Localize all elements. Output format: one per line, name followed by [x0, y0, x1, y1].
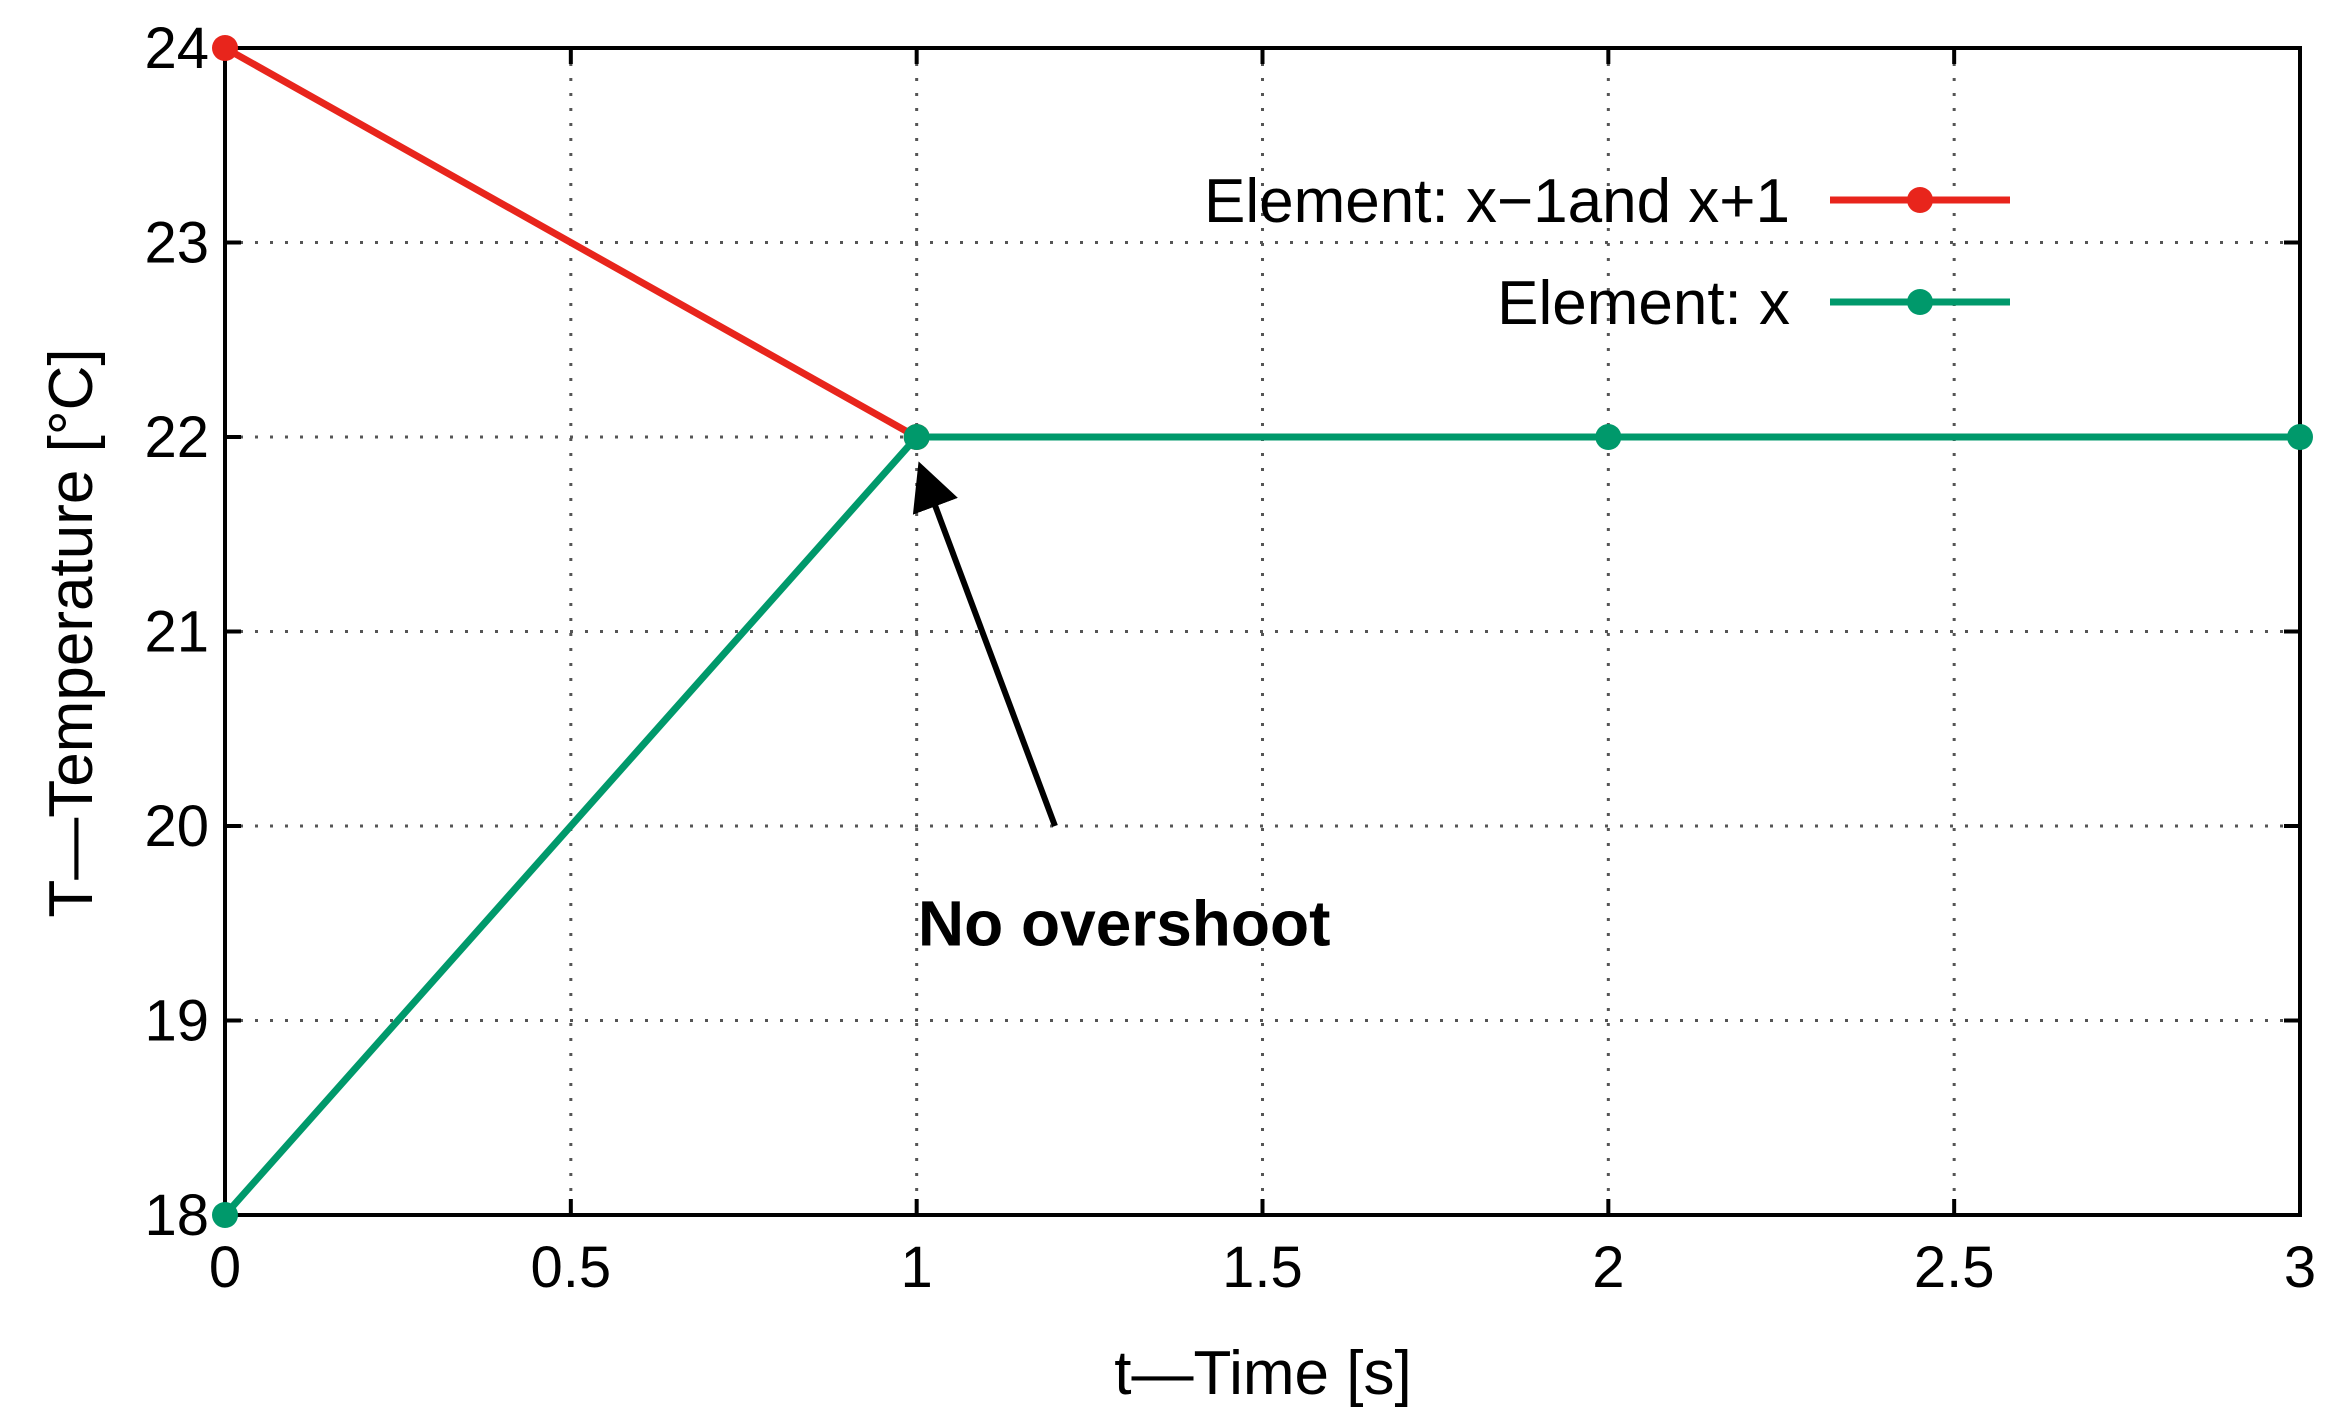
legend-label: Element: x−1and x+1: [1204, 167, 1790, 236]
x-tick-label: 0.5: [531, 1235, 612, 1300]
y-tick-label: 21: [144, 600, 209, 665]
series-line-2: [222, 433, 2300, 1218]
y-tick-label: 19: [144, 989, 209, 1054]
series-point-2: [2287, 424, 2313, 450]
y-tick-label: 20: [144, 794, 209, 859]
x-tick-label: 2.5: [1914, 1235, 1995, 1300]
annotation-arrow: [912, 461, 1058, 828]
series-group: [212, 35, 2313, 1228]
legend-swatch-marker: [1907, 187, 1933, 213]
legend-label: Element: x: [1497, 269, 1790, 338]
annotation: No overshoot: [912, 461, 1330, 959]
y-tick-label: 23: [144, 211, 209, 276]
x-tick-label: 0: [209, 1235, 241, 1300]
x-tick-label: 1: [901, 1235, 933, 1300]
y-tick-label: 18: [144, 1183, 209, 1248]
x-tick-label: 1.5: [1222, 1235, 1303, 1300]
series-point-2: [903, 424, 930, 450]
x-axis-label: t—Time [s]: [1114, 1339, 1411, 1408]
series-line-1: [223, 44, 919, 441]
series-point-1: [212, 35, 238, 61]
x-tick-label: 3: [2284, 1235, 2316, 1300]
series-point-2: [1595, 424, 1622, 450]
axes: 0 0.5 1 1.5 2 2.5 3 18 19 20 21 22 23 24: [144, 16, 2316, 1300]
y-tick-label: 24: [144, 16, 209, 81]
legend: Element: x−1and x+1 Element: x: [1204, 167, 2010, 338]
series-point-2: [212, 1202, 238, 1228]
annotation-text: No overshoot: [918, 887, 1330, 959]
y-axis-label: T—Temperature [°C]: [37, 348, 106, 917]
y-tick-label: 22: [144, 405, 209, 470]
x-tick-label: 2: [1592, 1235, 1624, 1300]
legend-swatch-marker: [1907, 289, 1933, 315]
